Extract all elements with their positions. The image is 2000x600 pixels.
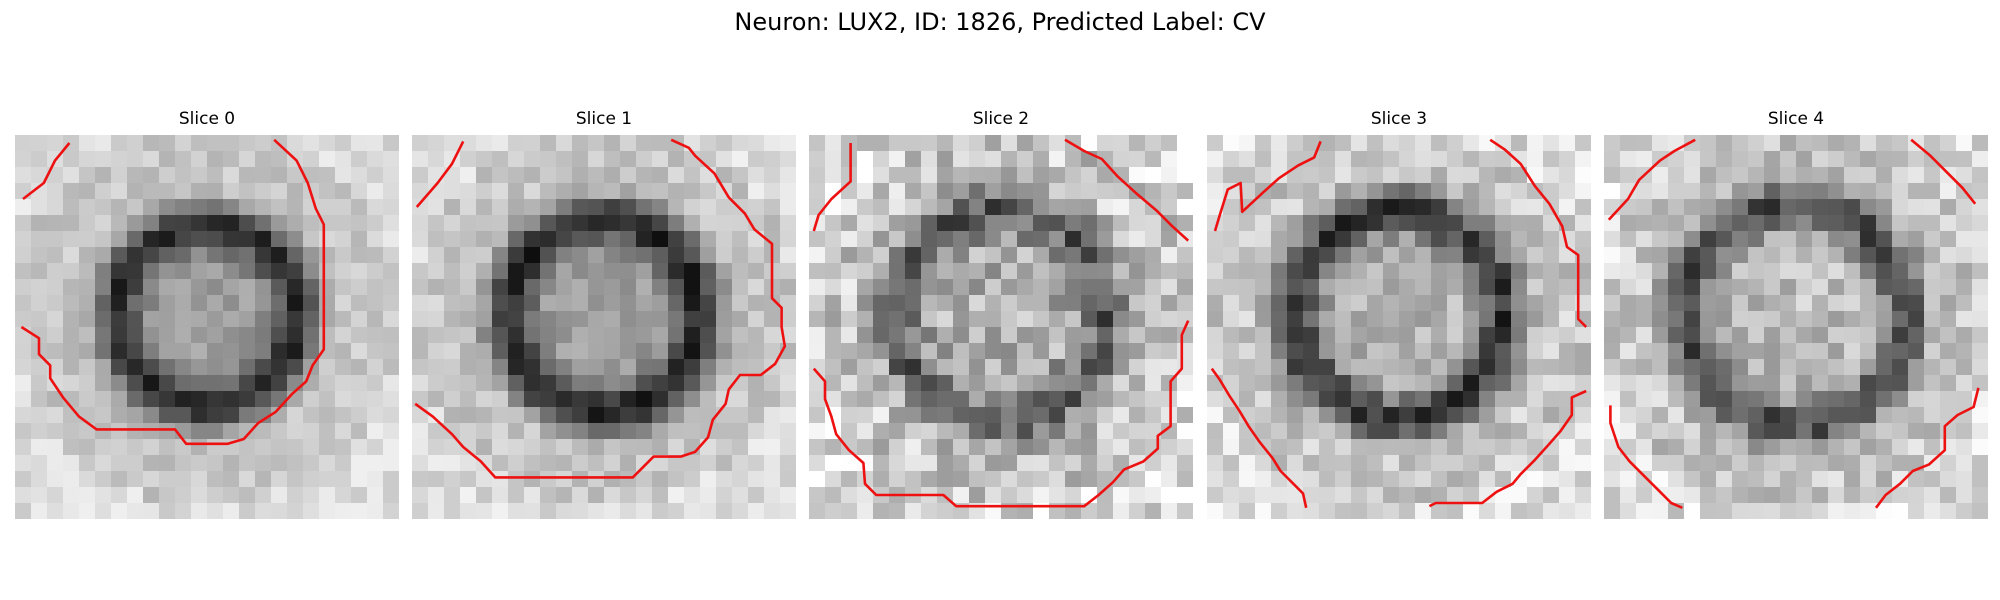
- contour-line: [812, 143, 852, 232]
- slice-title-0: Slice 0: [178, 109, 236, 129]
- slice-title-1: Slice 1: [575, 109, 633, 129]
- contour-line: [20, 138, 326, 446]
- slice-image-2: [809, 135, 1193, 519]
- contour-line: [1910, 138, 1977, 205]
- contour-line: [1607, 138, 1696, 221]
- contour-line: [1489, 138, 1588, 328]
- slice-image-1: [412, 135, 796, 519]
- contour-line: [1210, 367, 1308, 509]
- contour-line: [415, 140, 465, 208]
- pixel-grid: [15, 135, 399, 519]
- slice-title-2: Slice 2: [972, 109, 1030, 129]
- slice-image-0: [15, 135, 399, 519]
- slice-title-3: Slice 3: [1370, 109, 1428, 129]
- contour-line: [1213, 140, 1322, 232]
- contour-line: [1064, 138, 1190, 242]
- slice-image-3: [1207, 135, 1591, 519]
- slice-image-4: [1604, 135, 1988, 519]
- pixel-grid: [809, 135, 1193, 519]
- slice-title-4: Slice 4: [1767, 109, 1825, 129]
- contour-line: [22, 142, 71, 201]
- contour-line: [1428, 389, 1587, 508]
- contour-line: [414, 138, 787, 479]
- pixel-grid: [1604, 135, 1988, 519]
- contour-line: [812, 320, 1190, 508]
- contour-line: [1609, 405, 1683, 509]
- pixel-grid: [412, 135, 796, 519]
- contour-line: [1874, 387, 1980, 509]
- figure-title: Neuron: LUX2, ID: 1826, Predicted Label:…: [734, 8, 1266, 36]
- pixel-grid: [1207, 135, 1591, 519]
